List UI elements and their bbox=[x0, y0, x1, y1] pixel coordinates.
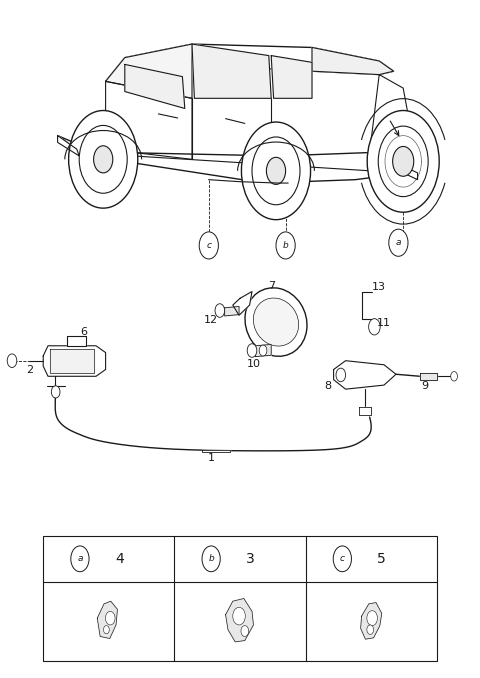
Text: 5: 5 bbox=[377, 552, 386, 566]
Text: 1: 1 bbox=[208, 453, 215, 462]
Circle shape bbox=[199, 232, 218, 259]
Text: 4: 4 bbox=[115, 552, 124, 566]
Polygon shape bbox=[43, 346, 106, 376]
Circle shape bbox=[333, 546, 351, 572]
Circle shape bbox=[51, 386, 60, 398]
Circle shape bbox=[241, 626, 249, 637]
Text: 10: 10 bbox=[246, 359, 261, 369]
Circle shape bbox=[378, 126, 428, 197]
Bar bbox=[43, 536, 437, 661]
Polygon shape bbox=[271, 56, 312, 98]
Circle shape bbox=[336, 368, 346, 382]
Polygon shape bbox=[58, 136, 79, 156]
Text: c: c bbox=[206, 241, 211, 250]
Polygon shape bbox=[225, 306, 239, 316]
Text: 13: 13 bbox=[372, 282, 386, 292]
Text: 6: 6 bbox=[81, 327, 87, 337]
Polygon shape bbox=[106, 44, 394, 81]
Polygon shape bbox=[360, 603, 382, 639]
Circle shape bbox=[252, 137, 300, 205]
Circle shape bbox=[7, 354, 17, 367]
Circle shape bbox=[393, 146, 414, 176]
Polygon shape bbox=[202, 450, 230, 452]
Polygon shape bbox=[192, 44, 271, 98]
Text: 7: 7 bbox=[268, 281, 275, 291]
Circle shape bbox=[202, 546, 220, 572]
Circle shape bbox=[367, 611, 377, 626]
Circle shape bbox=[215, 304, 225, 317]
Circle shape bbox=[104, 626, 109, 634]
Polygon shape bbox=[420, 373, 437, 380]
Circle shape bbox=[266, 157, 286, 184]
Circle shape bbox=[241, 122, 311, 220]
Polygon shape bbox=[67, 336, 86, 346]
Polygon shape bbox=[359, 407, 371, 415]
Text: 12: 12 bbox=[204, 315, 218, 325]
Circle shape bbox=[247, 344, 257, 357]
Circle shape bbox=[259, 345, 267, 356]
Polygon shape bbox=[255, 344, 271, 357]
Circle shape bbox=[69, 111, 138, 208]
Polygon shape bbox=[334, 361, 396, 389]
Text: a: a bbox=[77, 555, 83, 563]
Text: 9: 9 bbox=[421, 382, 428, 391]
Polygon shape bbox=[370, 75, 418, 173]
Polygon shape bbox=[312, 47, 394, 75]
Ellipse shape bbox=[245, 287, 307, 357]
Text: 3: 3 bbox=[246, 552, 255, 566]
Text: b: b bbox=[208, 555, 214, 563]
Text: c: c bbox=[340, 555, 345, 563]
Polygon shape bbox=[106, 44, 192, 98]
Polygon shape bbox=[97, 601, 118, 639]
Polygon shape bbox=[50, 349, 94, 373]
Circle shape bbox=[79, 125, 127, 193]
Circle shape bbox=[233, 607, 245, 625]
Polygon shape bbox=[106, 81, 192, 159]
Polygon shape bbox=[226, 599, 253, 642]
Circle shape bbox=[71, 546, 89, 572]
Text: 11: 11 bbox=[377, 318, 391, 327]
Circle shape bbox=[276, 232, 295, 259]
Polygon shape bbox=[125, 64, 185, 108]
Circle shape bbox=[106, 612, 115, 625]
Polygon shape bbox=[403, 166, 418, 180]
Text: 2: 2 bbox=[26, 365, 33, 374]
Text: b: b bbox=[283, 241, 288, 250]
Polygon shape bbox=[58, 136, 418, 183]
Circle shape bbox=[389, 229, 408, 256]
Text: 8: 8 bbox=[324, 382, 331, 391]
Circle shape bbox=[451, 372, 457, 381]
Text: a: a bbox=[396, 238, 401, 247]
Ellipse shape bbox=[253, 298, 299, 346]
Circle shape bbox=[369, 319, 380, 335]
Circle shape bbox=[94, 146, 113, 173]
Circle shape bbox=[367, 625, 373, 635]
Circle shape bbox=[367, 111, 439, 212]
Polygon shape bbox=[233, 292, 252, 315]
